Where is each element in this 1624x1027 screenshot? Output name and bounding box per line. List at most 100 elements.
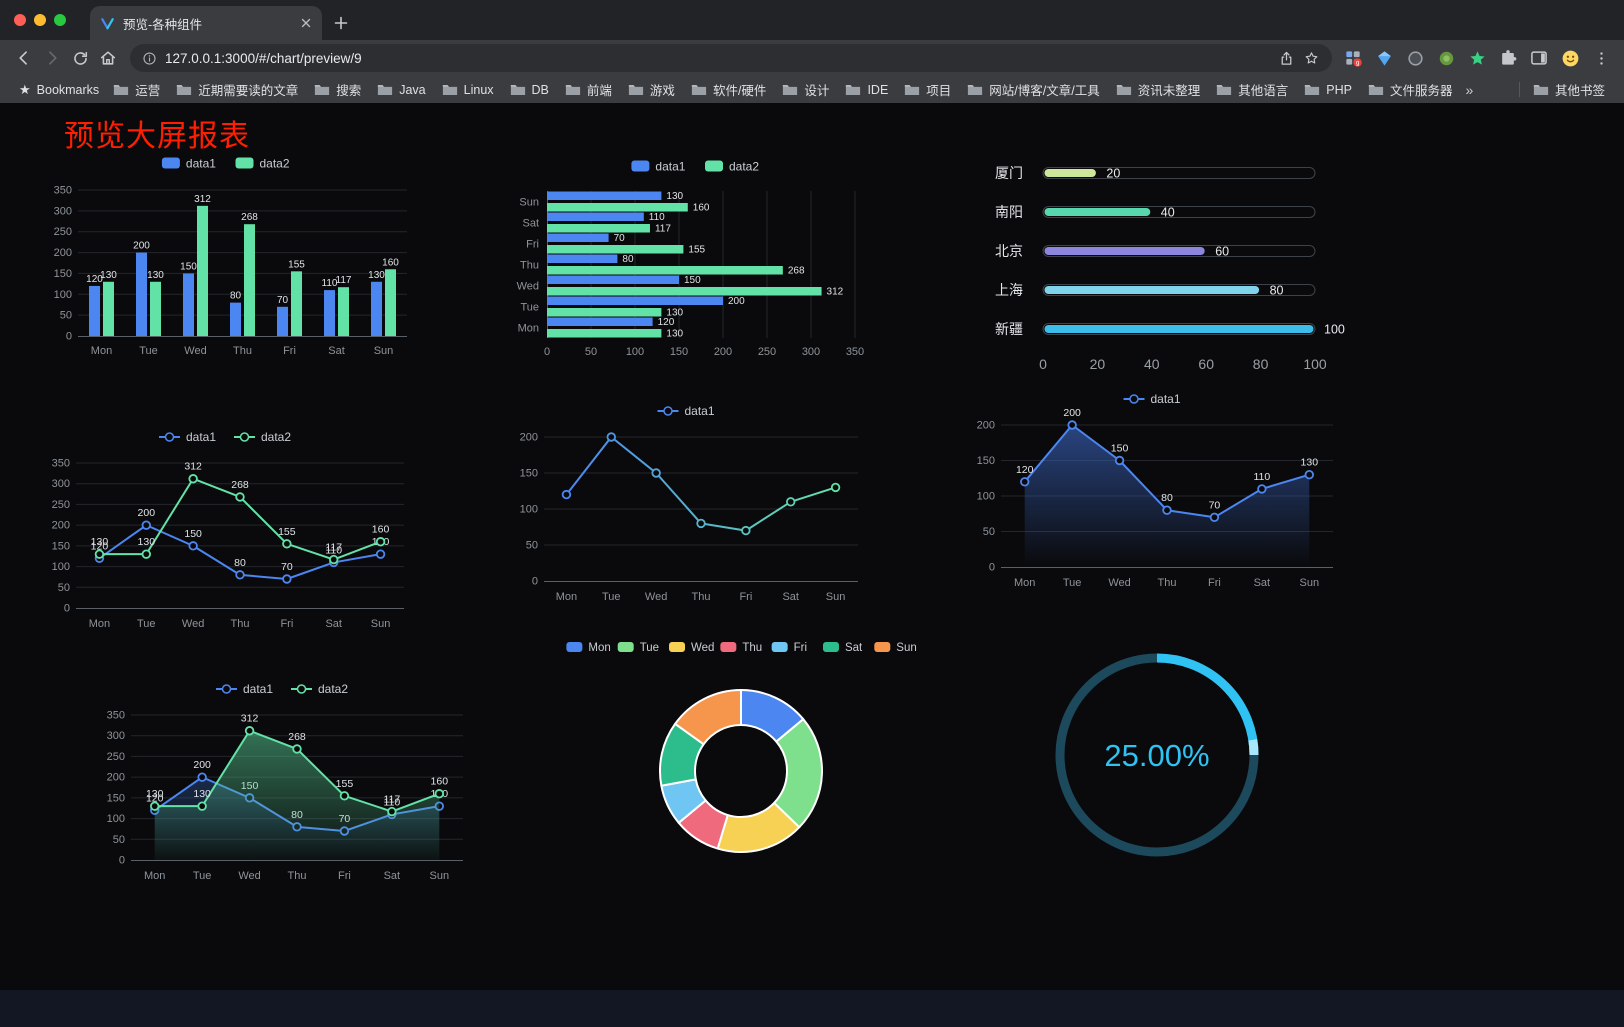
two-series-area-chart[interactable]: data1 data2 0 50 100 150 200 250 300 350 Mon Tue Wed… bbox=[93, 675, 475, 890]
horizontal-bar-chart[interactable]: data1 data2 0 50 100 150 200 250 300 350 Mon 120 130… bbox=[503, 151, 891, 366]
svg-text:Sat: Sat bbox=[782, 591, 799, 603]
svg-text:312: 312 bbox=[241, 713, 259, 725]
svg-text:北京: 北京 bbox=[995, 243, 1023, 259]
back-icon[interactable] bbox=[10, 44, 38, 72]
browser-menu-icon[interactable] bbox=[1588, 45, 1614, 71]
folder-icon bbox=[783, 85, 798, 96]
bookmark-folder-item[interactable]: IDE bbox=[838, 80, 895, 100]
svg-text:Mon: Mon bbox=[91, 345, 112, 357]
svg-text:Mon: Mon bbox=[1014, 577, 1035, 589]
bookmark-folder-item[interactable]: DB bbox=[503, 80, 556, 100]
gradient-line-chart[interactable]: data1 0 50 100 150 200 Mon Tue Wed Thu Fri Sat Sun bbox=[506, 397, 870, 611]
svg-text:150: 150 bbox=[977, 455, 995, 467]
profile-avatar-icon[interactable] bbox=[1557, 45, 1583, 71]
svg-text:Thu: Thu bbox=[692, 591, 711, 603]
window-minimize-button[interactable] bbox=[34, 14, 46, 26]
bookmark-folder-item[interactable]: Java bbox=[370, 80, 432, 100]
bookmark-folder-item[interactable]: 文件服务器 bbox=[1361, 77, 1460, 102]
bookmark-folder-label: Linux bbox=[463, 82, 494, 97]
bookmark-folder-label: Java bbox=[399, 82, 426, 97]
svg-text:80: 80 bbox=[1270, 284, 1284, 298]
svg-text:data2: data2 bbox=[729, 159, 759, 173]
svg-text:312: 312 bbox=[194, 194, 211, 205]
svg-text:155: 155 bbox=[688, 245, 705, 256]
bookmark-folder-label: 资讯未整理 bbox=[1137, 84, 1201, 98]
site-info-icon[interactable] bbox=[142, 51, 157, 66]
tab-close-icon[interactable] bbox=[300, 17, 312, 29]
svg-text:200: 200 bbox=[107, 772, 125, 784]
extension-circle-green-icon[interactable] bbox=[1433, 45, 1459, 71]
svg-text:200: 200 bbox=[133, 241, 150, 252]
bookmark-folder-item[interactable]: Linux bbox=[435, 80, 501, 100]
svg-text:200: 200 bbox=[54, 247, 72, 259]
extensions-puzzle-icon[interactable] bbox=[1495, 45, 1521, 71]
svg-text:120: 120 bbox=[1016, 464, 1034, 476]
donut-pie-chart[interactable]: Mon Tue Wed Thu Fri Sat Sun bbox=[545, 633, 937, 871]
browser-tab[interactable]: 预览-各种组件 bbox=[90, 6, 322, 40]
svg-text:110: 110 bbox=[649, 212, 665, 223]
share-icon[interactable] bbox=[1278, 50, 1295, 67]
progress-bar-chart[interactable]: 厦门 20 南阳 40 北京 60 上海 80 新疆 100 0 20 40 60 80 100 bbox=[995, 156, 1357, 384]
bookmark-folder-label: 设计 bbox=[804, 84, 830, 98]
bookmark-folder-item[interactable]: 搜索 bbox=[307, 77, 368, 102]
new-tab-button[interactable] bbox=[334, 16, 348, 30]
bookmark-folder-item[interactable]: 前端 bbox=[558, 77, 619, 102]
extension-grid-icon[interactable]: g bbox=[1340, 45, 1366, 71]
svg-text:250: 250 bbox=[758, 346, 776, 358]
svg-text:117: 117 bbox=[383, 794, 400, 806]
forward-icon[interactable] bbox=[38, 44, 66, 72]
grouped-bar-chart-svg: data1 data2050100150200250300350Mon120130… bbox=[54, 156, 407, 357]
svg-text:data1: data1 bbox=[685, 404, 715, 418]
bookmark-star-icon[interactable] bbox=[1303, 50, 1320, 67]
reload-icon[interactable] bbox=[66, 44, 94, 72]
bookmark-folder-item[interactable]: 网站/博客/文章/工具 bbox=[960, 77, 1106, 102]
svg-text:100: 100 bbox=[54, 289, 72, 301]
bookmark-folder-item[interactable]: 设计 bbox=[775, 77, 836, 102]
bookmarks-root[interactable]: ★ Bookmarks bbox=[12, 79, 106, 101]
window-zoom-button[interactable] bbox=[54, 14, 66, 26]
svg-text:Wed: Wed bbox=[238, 870, 260, 882]
svg-text:250: 250 bbox=[107, 751, 125, 763]
bookmark-folder-item[interactable]: 游戏 bbox=[621, 77, 682, 102]
svg-text:20: 20 bbox=[1106, 167, 1120, 181]
grouped-bar-chart[interactable]: data1 data2 0 50 100 150 200 250 300 350 Mon 120 130… bbox=[40, 148, 415, 366]
extension-gem-icon[interactable] bbox=[1371, 45, 1397, 71]
bookmark-folder-item[interactable]: 其他语言 bbox=[1209, 77, 1295, 102]
svg-text:70: 70 bbox=[614, 233, 626, 244]
svg-text:117: 117 bbox=[655, 224, 671, 235]
svg-text:Fri: Fri bbox=[280, 618, 293, 630]
extension-circle-dark-icon[interactable] bbox=[1402, 45, 1428, 71]
svg-text:160: 160 bbox=[372, 524, 390, 536]
folder-icon bbox=[565, 85, 581, 96]
svg-text:Tue: Tue bbox=[520, 302, 539, 314]
bookmarks-overflow-chevron[interactable]: » bbox=[1465, 81, 1474, 98]
svg-text:Sun: Sun bbox=[429, 870, 449, 882]
side-panel-icon[interactable] bbox=[1526, 45, 1552, 71]
svg-text:200: 200 bbox=[728, 296, 745, 307]
bookmark-folder-item[interactable]: 运营 bbox=[106, 77, 167, 102]
bookmark-folder-item[interactable]: 项目 bbox=[897, 77, 958, 102]
home-icon[interactable] bbox=[94, 44, 122, 72]
bookmark-folder-item[interactable]: 资讯未整理 bbox=[1109, 77, 1208, 102]
bookmark-folder-item[interactable]: 软件/硬件 bbox=[684, 77, 773, 102]
address-bar[interactable]: 127.0.0.1:3000/#/chart/preview/9 bbox=[130, 44, 1332, 72]
svg-text:Thu: Thu bbox=[1158, 577, 1177, 589]
gauge-chart[interactable]: 25.00% bbox=[1037, 635, 1277, 875]
other-bookmarks[interactable]: 其他书签 bbox=[1526, 77, 1612, 102]
svg-text:Sun: Sun bbox=[371, 618, 391, 630]
extension-star-icon[interactable] bbox=[1464, 45, 1490, 71]
bookmark-folder-item[interactable]: 近期需要读的文章 bbox=[169, 77, 305, 102]
browser-toolbar: 127.0.0.1:3000/#/chart/preview/9 g bbox=[0, 40, 1624, 76]
bookmark-folder-item[interactable]: PHP bbox=[1297, 80, 1359, 100]
svg-text:data1: data1 bbox=[186, 156, 216, 170]
two-series-line-chart[interactable]: data1 data2 0 50 100 150 200 250 300 350 Mon Tue Wed… bbox=[38, 423, 416, 638]
svg-text:Sat: Sat bbox=[522, 218, 539, 230]
area-line-chart[interactable]: data1 0 50 100 150 200 Mon Tue Wed Thu Fri Sat Sun 12… bbox=[963, 385, 1345, 597]
folder-icon bbox=[114, 85, 129, 96]
bookmark-folder-label: 搜索 bbox=[336, 84, 362, 98]
svg-text:100: 100 bbox=[977, 491, 995, 503]
svg-text:300: 300 bbox=[54, 205, 72, 217]
area-line-chart-svg: data1 0 50 100 150 200 Mon Tue Wed Thu Fri Sat Sun 12… bbox=[977, 392, 1333, 589]
window-close-button[interactable] bbox=[14, 14, 26, 26]
svg-text:data1: data1 bbox=[655, 159, 685, 173]
